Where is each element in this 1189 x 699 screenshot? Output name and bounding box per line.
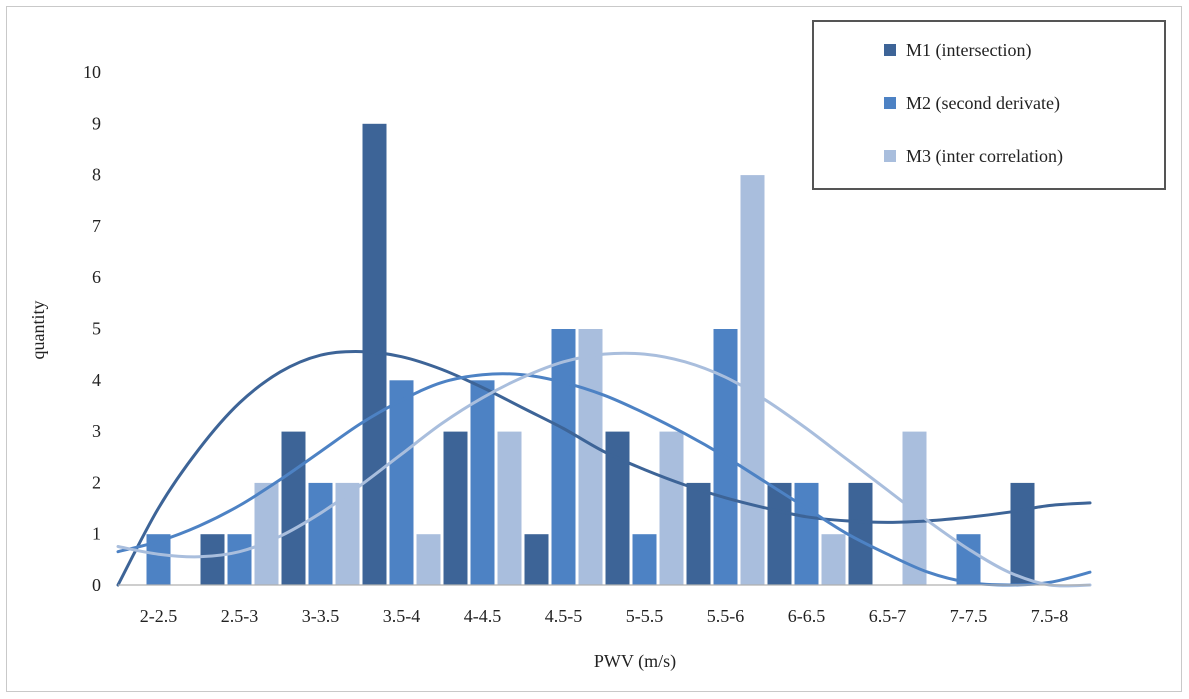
y-axis-title: quantity xyxy=(28,301,48,360)
y-tick-label: 4 xyxy=(92,370,101,390)
bar-s2-5-5.5 xyxy=(631,533,658,586)
trendlines-layer xyxy=(116,350,1092,588)
bar-s3-3.5-4 xyxy=(415,533,442,586)
legend-label-m3: M3 (inter correlation) xyxy=(906,145,1063,166)
bar-s1-4-4.5 xyxy=(442,430,469,586)
legend-label-m1: M1 (intersection) xyxy=(906,39,1032,60)
x-tick-label: 5.5-6 xyxy=(707,606,745,626)
bar-s1-7.5-8 xyxy=(1009,481,1036,586)
bar-s2-6-6.5 xyxy=(793,481,820,586)
y-tick-label: 10 xyxy=(83,62,101,82)
bar-s2-4.5-5 xyxy=(550,328,577,586)
bar-s3-2.5-3 xyxy=(253,481,280,586)
y-tick-label: 8 xyxy=(92,165,101,185)
y-tick-label: 7 xyxy=(92,216,101,236)
bar-s1-5.5-6 xyxy=(685,481,712,586)
x-tick-label: 7.5-8 xyxy=(1031,606,1069,626)
bar-s3-6-6.5 xyxy=(820,533,847,586)
bar-s1-2.5-3 xyxy=(199,533,226,586)
x-axis-tick-labels: 2-2.5 2.5-3 3-3.5 3.5-4 4-4.5 4.5-5 5-5.5 5.5-6… xyxy=(140,606,1069,626)
x-tick-label: 3.5-4 xyxy=(383,606,421,626)
y-tick-label: 2 xyxy=(92,472,101,492)
legend-swatch-m2 xyxy=(884,97,896,109)
y-tick-label: 3 xyxy=(92,421,101,441)
x-tick-label: 2.5-3 xyxy=(221,606,259,626)
x-tick-label: 6.5-7 xyxy=(869,606,907,626)
bar-s3-5-5.5 xyxy=(658,430,685,586)
x-tick-label: 5-5.5 xyxy=(626,606,664,626)
bar-s1-6.5-7 xyxy=(847,481,874,586)
legend-item-m2: M2 (second derivate) xyxy=(884,91,1060,115)
legend-label-m2: M2 (second derivate) xyxy=(906,92,1060,113)
legend: M1 (intersection) M2 (second derivate) M… xyxy=(812,20,1166,190)
y-tick-label: 5 xyxy=(92,319,101,339)
bar-s2-4-4.5 xyxy=(469,379,496,586)
trendline-s2 xyxy=(116,372,1092,587)
legend-item-m1: M1 (intersection) xyxy=(884,38,1031,62)
legend-item-m3: M3 (inter correlation) xyxy=(884,144,1063,168)
bars-layer xyxy=(145,122,1036,586)
bar-s2-3-3.5 xyxy=(307,481,334,586)
bar-s1-4.5-5 xyxy=(523,533,550,586)
bar-s2-7-7.5 xyxy=(955,533,982,586)
trendline-s3 xyxy=(116,351,1092,588)
y-tick-label: 6 xyxy=(92,267,101,287)
x-tick-label: 4-4.5 xyxy=(464,606,502,626)
bar-s2-2.5-3 xyxy=(226,533,253,586)
bar-s3-5.5-6 xyxy=(739,174,766,586)
legend-swatch-m3 xyxy=(884,150,896,162)
bar-s3-3-3.5 xyxy=(334,481,361,586)
y-tick-label: 0 xyxy=(92,575,101,595)
y-axis-tick-labels: 0 1 2 3 4 5 6 7 8 9 10 xyxy=(83,62,101,595)
bar-s1-3-3.5 xyxy=(280,430,307,586)
legend-swatch-m1 xyxy=(884,44,896,56)
bar-s3-4-4.5 xyxy=(496,430,523,586)
x-tick-label: 7-7.5 xyxy=(950,606,988,626)
y-tick-label: 1 xyxy=(92,524,101,544)
x-tick-label: 4.5-5 xyxy=(545,606,583,626)
x-axis-title: PWV (m/s) xyxy=(594,651,676,672)
bar-s2-3.5-4 xyxy=(388,379,415,586)
x-tick-label: 2-2.5 xyxy=(140,606,178,626)
y-tick-label: 9 xyxy=(92,113,101,133)
x-tick-label: 6-6.5 xyxy=(788,606,826,626)
bar-s3-4.5-5 xyxy=(577,328,604,586)
x-tick-label: 3-3.5 xyxy=(302,606,340,626)
bar-s3-6.5-7 xyxy=(901,430,928,586)
